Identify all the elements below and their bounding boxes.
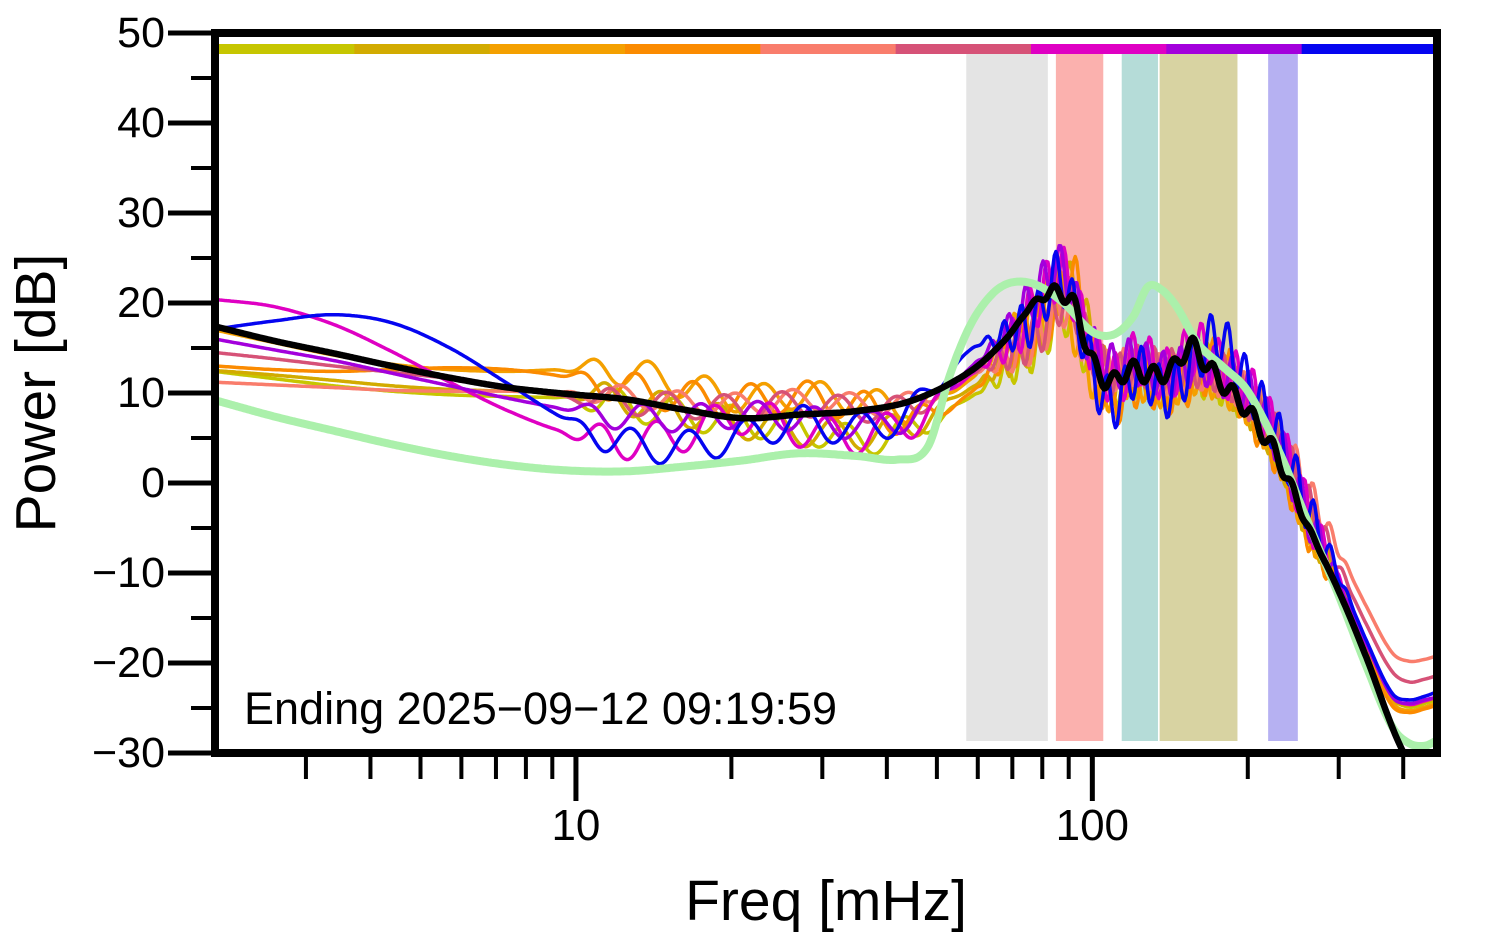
x-tick-label-10: 10	[551, 801, 601, 850]
series-segment-7-magenta	[219, 245, 1437, 707]
time-segment-4	[625, 44, 761, 54]
y-tick-label--20: −20	[92, 639, 165, 687]
axis-ticks	[168, 30, 1406, 801]
x-axis-title: Freq [mHz]	[685, 869, 967, 933]
y-tick-label--10: −10	[92, 549, 165, 597]
x-tick-label-100: 100	[1055, 801, 1130, 850]
y-tick-label-10: 10	[117, 369, 165, 417]
time-segment-9	[1301, 44, 1438, 54]
series-mean-spectrum	[219, 282, 1406, 749]
series-segment-6-rose	[219, 275, 1437, 684]
series-segment-3-orange	[219, 272, 1437, 713]
series-smooth-reference	[219, 277, 1437, 749]
y-tick-label-20: 20	[117, 279, 165, 327]
spectra-curves	[219, 244, 1437, 749]
time-segment-1	[219, 44, 355, 54]
time-segment-3	[489, 44, 626, 54]
y-tick-label-30: 30	[117, 189, 165, 237]
y-tick-label-50: 50	[117, 9, 165, 57]
series-segment-2-gold	[219, 260, 1437, 708]
time-segment-2	[354, 44, 491, 54]
y-tick-label-40: 40	[117, 99, 165, 147]
time-segment-7	[1031, 44, 1167, 54]
y-tick-label--30: −30	[92, 729, 165, 777]
y-tick-label-0: 0	[141, 459, 165, 507]
time-segment-5	[760, 44, 897, 54]
ending-timestamp-annotation: Ending 2025−09−12 09:19:59	[244, 683, 838, 734]
time-segment-color-bar	[219, 44, 1438, 54]
series-segment-9-blue	[219, 249, 1437, 702]
time-segment-6	[895, 44, 1032, 54]
series-segment-8-purple	[219, 244, 1437, 706]
band-gray	[966, 54, 1048, 741]
band-lavender	[1268, 54, 1298, 741]
series-segment-5-salmon	[219, 292, 1437, 664]
time-segment-8	[1166, 44, 1303, 54]
